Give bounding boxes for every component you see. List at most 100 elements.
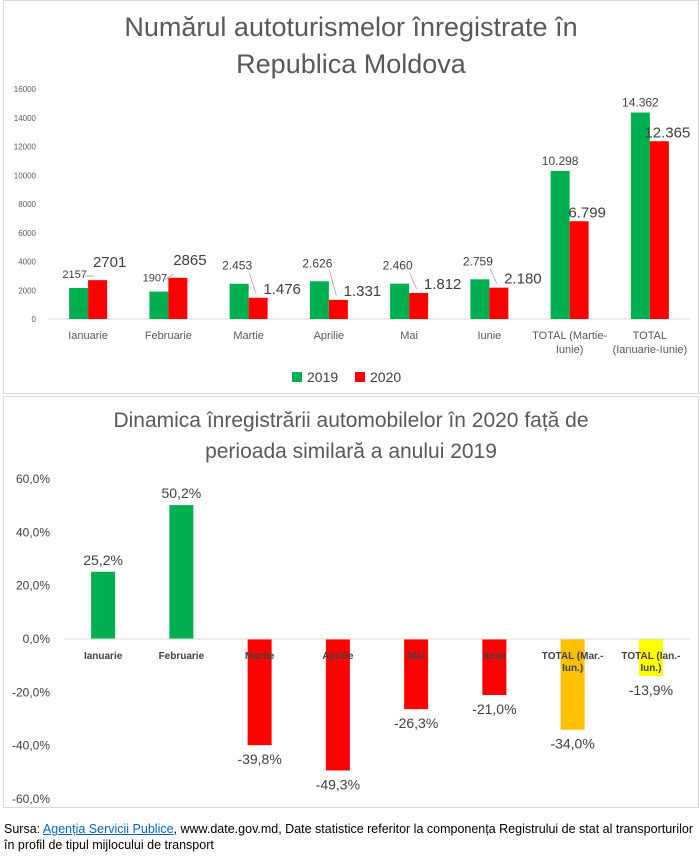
x-tick-label: Ianuarie <box>68 330 108 342</box>
data-label: -13,9% <box>629 682 673 698</box>
chart-title: Republica Moldova <box>236 49 467 79</box>
bar-2019 <box>149 291 169 319</box>
bar <box>247 639 272 746</box>
y-tick-label: 10000 <box>14 171 37 180</box>
y-tick-label: -60,0% <box>12 792 50 806</box>
bar-2019 <box>309 281 329 319</box>
x-tick-label: TOTAL (Ian.- <box>621 651 680 662</box>
bar <box>482 639 507 695</box>
bar-2020 <box>88 280 108 319</box>
data-label-2020: 1.812 <box>424 276 462 293</box>
bar-2020 <box>328 299 348 319</box>
x-tick-label: Aprilie <box>314 330 345 342</box>
leader-line <box>328 270 337 296</box>
data-label-2020: 2701 <box>93 254 126 271</box>
data-label-2020: 12.365 <box>644 124 690 141</box>
chart-dynamics-panel: Dinamica înregistrării automobilelor în … <box>3 396 699 808</box>
bar-2019 <box>470 279 490 319</box>
x-tick-label: Martie <box>245 651 275 662</box>
data-label: -39,8% <box>237 751 281 767</box>
legend-swatch-2020 <box>355 372 365 382</box>
chart-dynamics: Dinamica înregistrării automobilelor în … <box>12 409 690 806</box>
chart-registrations: Numărul autoturismelor înregistrate în Re… <box>14 12 691 385</box>
data-label-2020: 6.799 <box>568 204 606 221</box>
bar-2019 <box>69 287 89 319</box>
y-tick-label: 16000 <box>14 85 37 94</box>
y-tick-label: 0,0% <box>23 632 51 646</box>
y-tick-label: 6000 <box>18 229 36 238</box>
y-tick-label: 12000 <box>14 143 37 152</box>
x-tick-label: Iunie <box>483 651 507 662</box>
data-label: -34,0% <box>550 736 594 752</box>
data-label-2020: 1.331 <box>344 283 382 300</box>
bar <box>169 505 194 639</box>
source-link[interactable]: Agenția Servicii Publice <box>42 822 174 836</box>
x-tick-label: TOTAL (Mar.- <box>542 651 604 662</box>
x-tick-label: Februarie <box>159 651 205 662</box>
y-tick-label: -40,0% <box>12 739 50 753</box>
data-label: -49,3% <box>316 776 360 792</box>
y-tick-label: 4000 <box>18 258 36 267</box>
y-tick-label: 2000 <box>18 286 36 295</box>
source-prefix: Sursa: <box>4 822 43 836</box>
bar <box>91 571 116 639</box>
x-tick-label: Martie <box>233 330 264 342</box>
y-tick-label: 60,0% <box>16 472 50 486</box>
data-label-2019: 2.460 <box>383 259 413 273</box>
x-tick-label: Aprilie <box>322 651 354 662</box>
bar-2020 <box>649 141 669 319</box>
bar-2020 <box>489 287 509 319</box>
source-note: Sursa: Agenția Servicii Publice, www.dat… <box>4 821 694 853</box>
bar <box>638 639 663 677</box>
bar-2020 <box>409 292 429 319</box>
x-tick-label: Iunie <box>477 330 501 342</box>
chart-title: Numărul autoturismelor înregistrate în <box>124 12 577 42</box>
data-label: 25,2% <box>83 552 123 568</box>
chart-title: Dinamica înregistrării automobilelor în … <box>113 409 588 432</box>
bar-2019 <box>550 170 570 319</box>
data-label: -21,0% <box>472 701 516 717</box>
x-tick-label: TOTAL <box>633 330 667 342</box>
data-label-2019: 10.298 <box>542 154 579 168</box>
chart-title: perioada similară a anului 2019 <box>205 440 497 463</box>
x-tick-label: Iunie) <box>556 344 584 356</box>
bar-2020 <box>168 277 188 319</box>
y-tick-label: 8000 <box>18 200 36 209</box>
bar-2019 <box>630 112 650 319</box>
bar <box>404 639 429 710</box>
x-tick-label: Iun.) <box>640 663 661 674</box>
leader-line <box>248 272 257 294</box>
y-tick-label: 14000 <box>14 114 37 123</box>
leader-line <box>409 272 417 290</box>
source-rest: , www.date.gov.md, Date statistice refer… <box>4 822 693 852</box>
x-tick-label: Mai <box>408 651 425 662</box>
bar <box>325 639 350 771</box>
y-tick-label: -20,0% <box>12 685 50 699</box>
y-tick-label: 40,0% <box>16 525 50 539</box>
data-label-2020: 2865 <box>173 252 206 269</box>
bar <box>560 639 585 730</box>
leader-line <box>164 273 175 280</box>
y-tick-label: 0 <box>32 315 37 324</box>
bar-2020 <box>248 297 268 319</box>
x-tick-label: (Ianuarie-Iunie) <box>613 344 688 356</box>
data-label-2019: 1907 <box>143 273 167 285</box>
bar-2019 <box>390 283 410 319</box>
data-label-2019: 2157 <box>62 269 86 281</box>
legend-label-2020: 2020 <box>370 369 401 385</box>
data-label: -26,3% <box>394 715 438 731</box>
y-tick-label: 20,0% <box>16 579 50 593</box>
data-label-2019: 2.759 <box>463 254 493 268</box>
data-label: 50,2% <box>162 485 202 501</box>
chart-registrations-panel: Numărul autoturismelor înregistrate în Re… <box>3 0 699 394</box>
x-tick-label: Ianuarie <box>84 651 123 662</box>
x-tick-label: Mai <box>400 330 418 342</box>
data-label-2020: 1.476 <box>263 281 301 298</box>
x-tick-label: Iun.) <box>562 663 583 674</box>
bar-2020 <box>569 221 589 319</box>
data-label-2020: 2.180 <box>504 271 542 288</box>
data-label-2019: 2.453 <box>222 259 252 273</box>
legend-swatch-2019 <box>292 372 302 382</box>
data-label-2019: 14.362 <box>622 96 659 110</box>
data-label-2019: 2.626 <box>302 256 332 270</box>
